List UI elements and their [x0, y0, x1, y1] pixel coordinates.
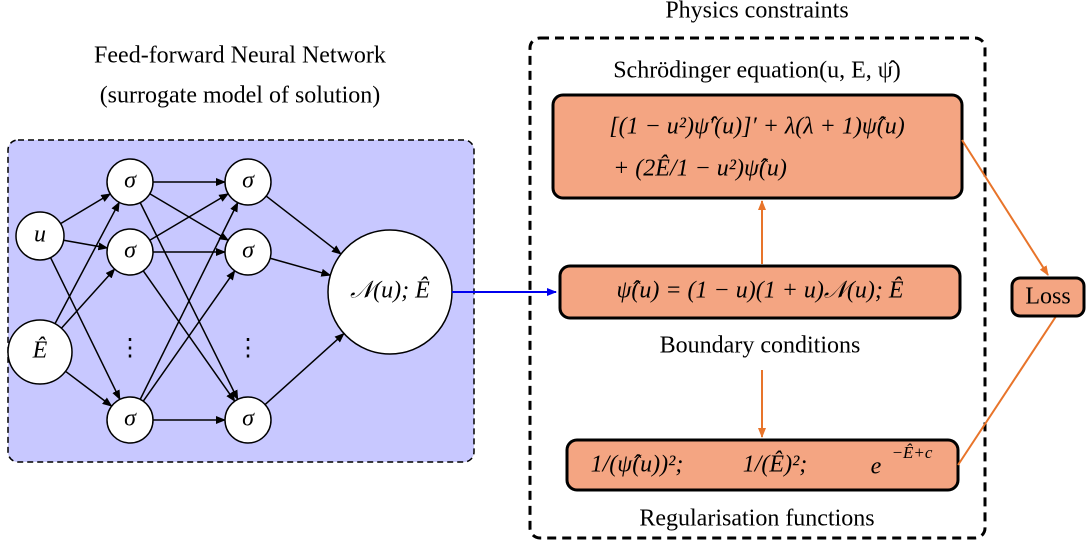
- ellipsis: ⋮: [236, 336, 260, 362]
- loss-label: Loss: [1025, 284, 1070, 310]
- edge: [54, 201, 120, 325]
- equation-line: + (2Ê/1 − u²)ψ̂(u): [613, 156, 787, 182]
- node: [7, 319, 73, 385]
- network-title: Feed-forward Neural Network: [94, 43, 386, 69]
- boundary-label: Boundary conditions: [660, 333, 861, 359]
- node-label: σ: [124, 168, 137, 194]
- node-label: Ê: [32, 338, 48, 364]
- physics-box: [528, 36, 987, 540]
- network-box: [7, 139, 475, 463]
- edge: [139, 201, 239, 400]
- equation-line: [(1 − u²)ψ̂′(u)]′ + λ(λ + 1)ψ̂(u): [609, 114, 905, 140]
- ellipsis: ⋮: [118, 336, 142, 362]
- node: [15, 211, 65, 261]
- edge: [264, 332, 345, 406]
- regularisation-label: Regularisation functions: [639, 506, 874, 532]
- arrow: [961, 139, 1049, 276]
- node-label: u: [34, 222, 46, 248]
- node: [106, 396, 154, 444]
- regularisation-exp: e: [871, 454, 882, 480]
- arrow: [957, 288, 1075, 466]
- loss-box: [1010, 276, 1086, 318]
- physics-title: Physics constraints: [665, 0, 848, 24]
- edge: [60, 193, 112, 225]
- node-label: 𝒩(u); Ê: [350, 278, 430, 304]
- regularisation-term: 1/(Ê)²;: [743, 452, 808, 478]
- edge: [269, 257, 332, 277]
- node: [106, 158, 154, 206]
- edge: [265, 195, 342, 255]
- node: [224, 228, 272, 276]
- edge: [142, 270, 236, 402]
- node: [224, 396, 272, 444]
- edge: [60, 268, 116, 329]
- boundary-box: [558, 264, 962, 320]
- edge: [63, 239, 109, 251]
- equation-box: [551, 93, 964, 200]
- regularisation-exp-power: −Ê+c: [892, 443, 933, 462]
- regularisation-term: 1/(ψ̂(u))²;: [591, 452, 684, 478]
- network-title: (surrogate model of solution): [100, 83, 381, 109]
- edge: [49, 257, 121, 401]
- edge: [65, 370, 113, 407]
- node-label: σ: [242, 168, 255, 194]
- node-label: σ: [124, 406, 137, 432]
- edge: [149, 193, 230, 241]
- boundary-formula: ψ̂(u) = (1 − u)(1 + u)𝒩(u); Ê: [616, 278, 903, 304]
- node: [224, 158, 272, 206]
- node-label: σ: [242, 238, 255, 264]
- node-label: σ: [124, 238, 137, 264]
- network: u Êσ σ σ σ σ σ 𝒩(u); Ê ⋮ ⋮: [7, 158, 453, 444]
- node-label: σ: [242, 406, 255, 432]
- equation-label: Schrödinger equation(u, E, ψ̂): [613, 58, 901, 84]
- node: [106, 228, 154, 276]
